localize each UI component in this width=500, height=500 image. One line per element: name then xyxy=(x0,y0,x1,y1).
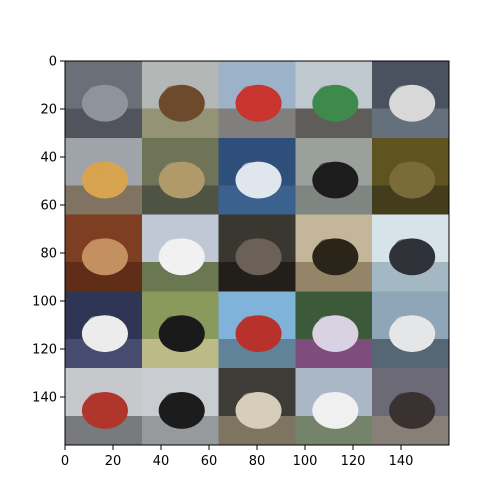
tile-highlight xyxy=(395,162,413,174)
tile-cat xyxy=(372,215,449,292)
tile-highlight xyxy=(242,86,260,98)
tile-fire-truck xyxy=(65,368,142,445)
x-tick-label: 40 xyxy=(153,454,170,469)
tile-deer xyxy=(372,138,449,215)
tile-highlight xyxy=(88,86,106,98)
x-tick-label: 120 xyxy=(341,454,366,469)
y-tick-label: 80 xyxy=(40,247,57,262)
tile-highlight xyxy=(318,162,336,174)
tile-highlight xyxy=(242,393,260,405)
tile-highlight xyxy=(395,239,413,251)
tile-highlight xyxy=(88,239,106,251)
tile-highlight xyxy=(395,86,413,98)
tile-highlight xyxy=(242,239,260,251)
tile-highlight xyxy=(242,316,260,328)
x-axis: 0 20 40 60 80 100 120 140 xyxy=(61,445,414,469)
tile-highlight xyxy=(242,162,260,174)
tile-highlight xyxy=(318,86,336,98)
tile-truck xyxy=(295,368,372,445)
tile-airplane xyxy=(219,138,296,215)
y-tick-label: 40 xyxy=(40,151,57,166)
y-tick-label: 20 xyxy=(40,103,57,118)
tile-highlight xyxy=(395,316,413,328)
x-tick-label: 0 xyxy=(61,454,69,469)
x-tick-label: 20 xyxy=(105,454,122,469)
tile-highlight xyxy=(88,162,106,174)
y-tick-label: 0 xyxy=(49,55,57,70)
tile-dog xyxy=(295,138,372,215)
tile-highlight xyxy=(318,316,336,328)
tile-horse xyxy=(295,215,372,292)
tile-car xyxy=(295,291,372,368)
tile-horse xyxy=(65,215,142,292)
tile-bird xyxy=(65,291,142,368)
y-axis: 0 20 40 60 80 100 120 140 xyxy=(32,55,65,406)
tile-deer xyxy=(372,61,449,138)
tile-dog xyxy=(142,291,219,368)
tile-truck xyxy=(142,368,219,445)
y-tick-label: 120 xyxy=(32,343,57,358)
tile-cat xyxy=(65,61,142,138)
y-tick-label: 100 xyxy=(32,295,57,310)
tile-ship xyxy=(219,291,296,368)
x-tick-label: 100 xyxy=(293,454,318,469)
tile-fire-truck xyxy=(219,61,296,138)
y-tick-label: 60 xyxy=(40,199,57,214)
tile-frog xyxy=(219,215,296,292)
tile-truck xyxy=(142,215,219,292)
image-tiles xyxy=(65,61,449,445)
tile-highlight xyxy=(88,316,106,328)
tile-horse xyxy=(142,61,219,138)
tile-highlight xyxy=(165,393,183,405)
y-tick-label: 140 xyxy=(32,391,57,406)
tile-cat xyxy=(142,138,219,215)
tile-highlight xyxy=(318,239,336,251)
x-tick-label: 80 xyxy=(249,454,266,469)
tile-highlight xyxy=(165,86,183,98)
tile-truck xyxy=(295,61,372,138)
tile-deer xyxy=(372,368,449,445)
tile-highlight xyxy=(165,162,183,174)
tile-highlight xyxy=(318,393,336,405)
tile-highlight xyxy=(395,393,413,405)
tile-dog xyxy=(65,138,142,215)
x-tick-label: 60 xyxy=(201,454,218,469)
tile-car xyxy=(219,368,296,445)
tile-ship xyxy=(372,291,449,368)
tile-highlight xyxy=(165,316,183,328)
tile-highlight xyxy=(88,393,106,405)
tile-highlight xyxy=(165,239,183,251)
x-tick-label: 140 xyxy=(389,454,414,469)
